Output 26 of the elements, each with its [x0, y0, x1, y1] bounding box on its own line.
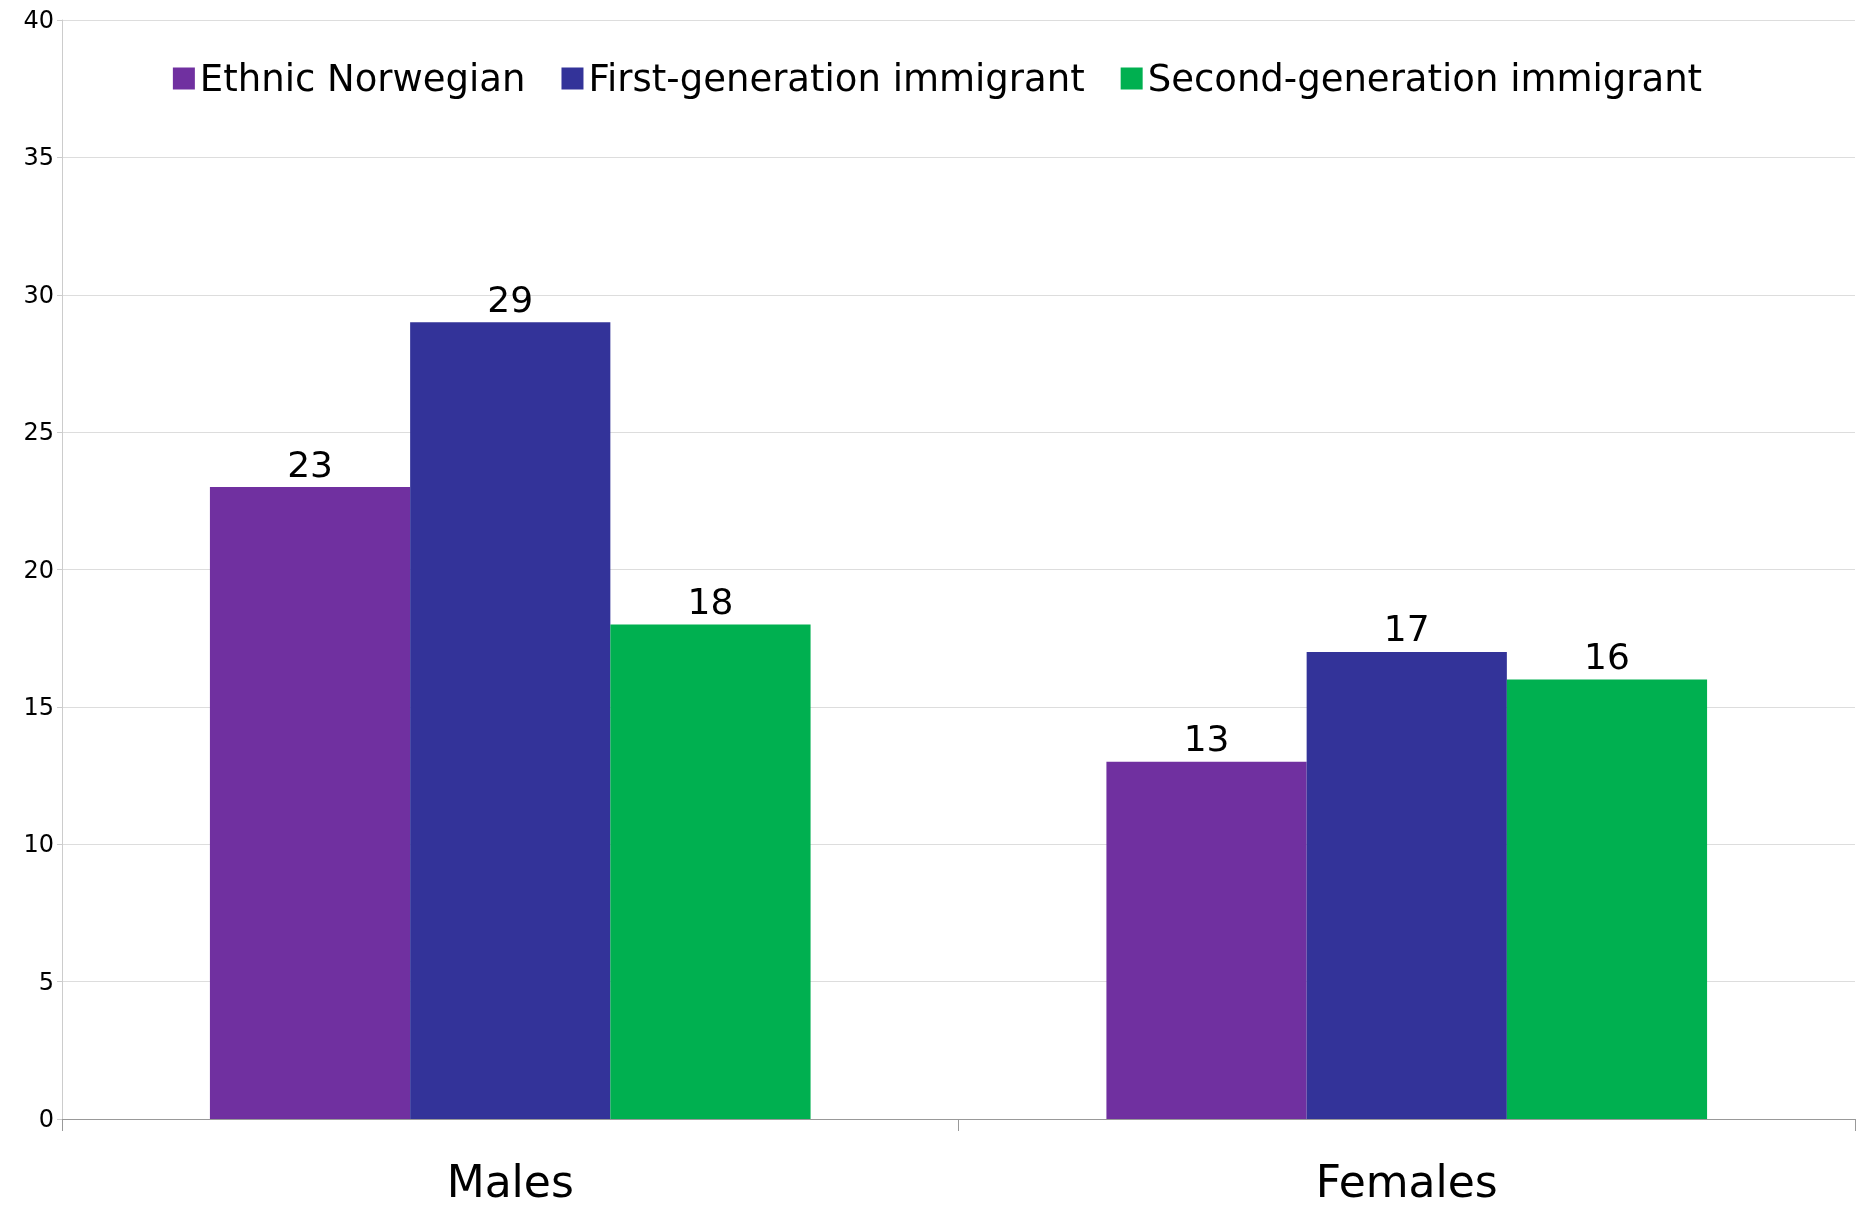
y-tick-label: 35 — [23, 143, 54, 172]
data-label: 16 — [1584, 635, 1630, 677]
bar — [1106, 761, 1307, 1119]
y-tick-label: 40 — [23, 6, 54, 34]
bar — [610, 624, 811, 1119]
y-tick-label: 15 — [23, 692, 54, 721]
bar — [209, 487, 411, 1119]
data-label: 29 — [487, 278, 534, 320]
data-label: 17 — [1383, 608, 1430, 650]
y-tick-label: 10 — [23, 830, 54, 859]
data-label: 18 — [687, 580, 734, 622]
y-tick-label: 30 — [23, 280, 54, 309]
x-tick-label: Females — [1315, 1155, 1498, 1207]
bar — [410, 322, 611, 1119]
data-label: 23 — [287, 443, 333, 485]
bar — [1306, 651, 1507, 1119]
legend-label: First-generation immigrant — [588, 57, 1085, 100]
data-label: 13 — [1183, 718, 1230, 760]
y-tick-label: 25 — [23, 418, 54, 447]
y-tick-label: 0 — [38, 1105, 54, 1133]
y-tick-label: 20 — [23, 555, 54, 584]
bar — [1506, 679, 1708, 1119]
y-tick-label: 5 — [38, 967, 54, 996]
legend-label: Second-generation immigrant — [1147, 57, 1703, 100]
legend-label: Ethnic Norwegian — [199, 57, 526, 100]
x-tick-label: Males — [446, 1155, 574, 1207]
